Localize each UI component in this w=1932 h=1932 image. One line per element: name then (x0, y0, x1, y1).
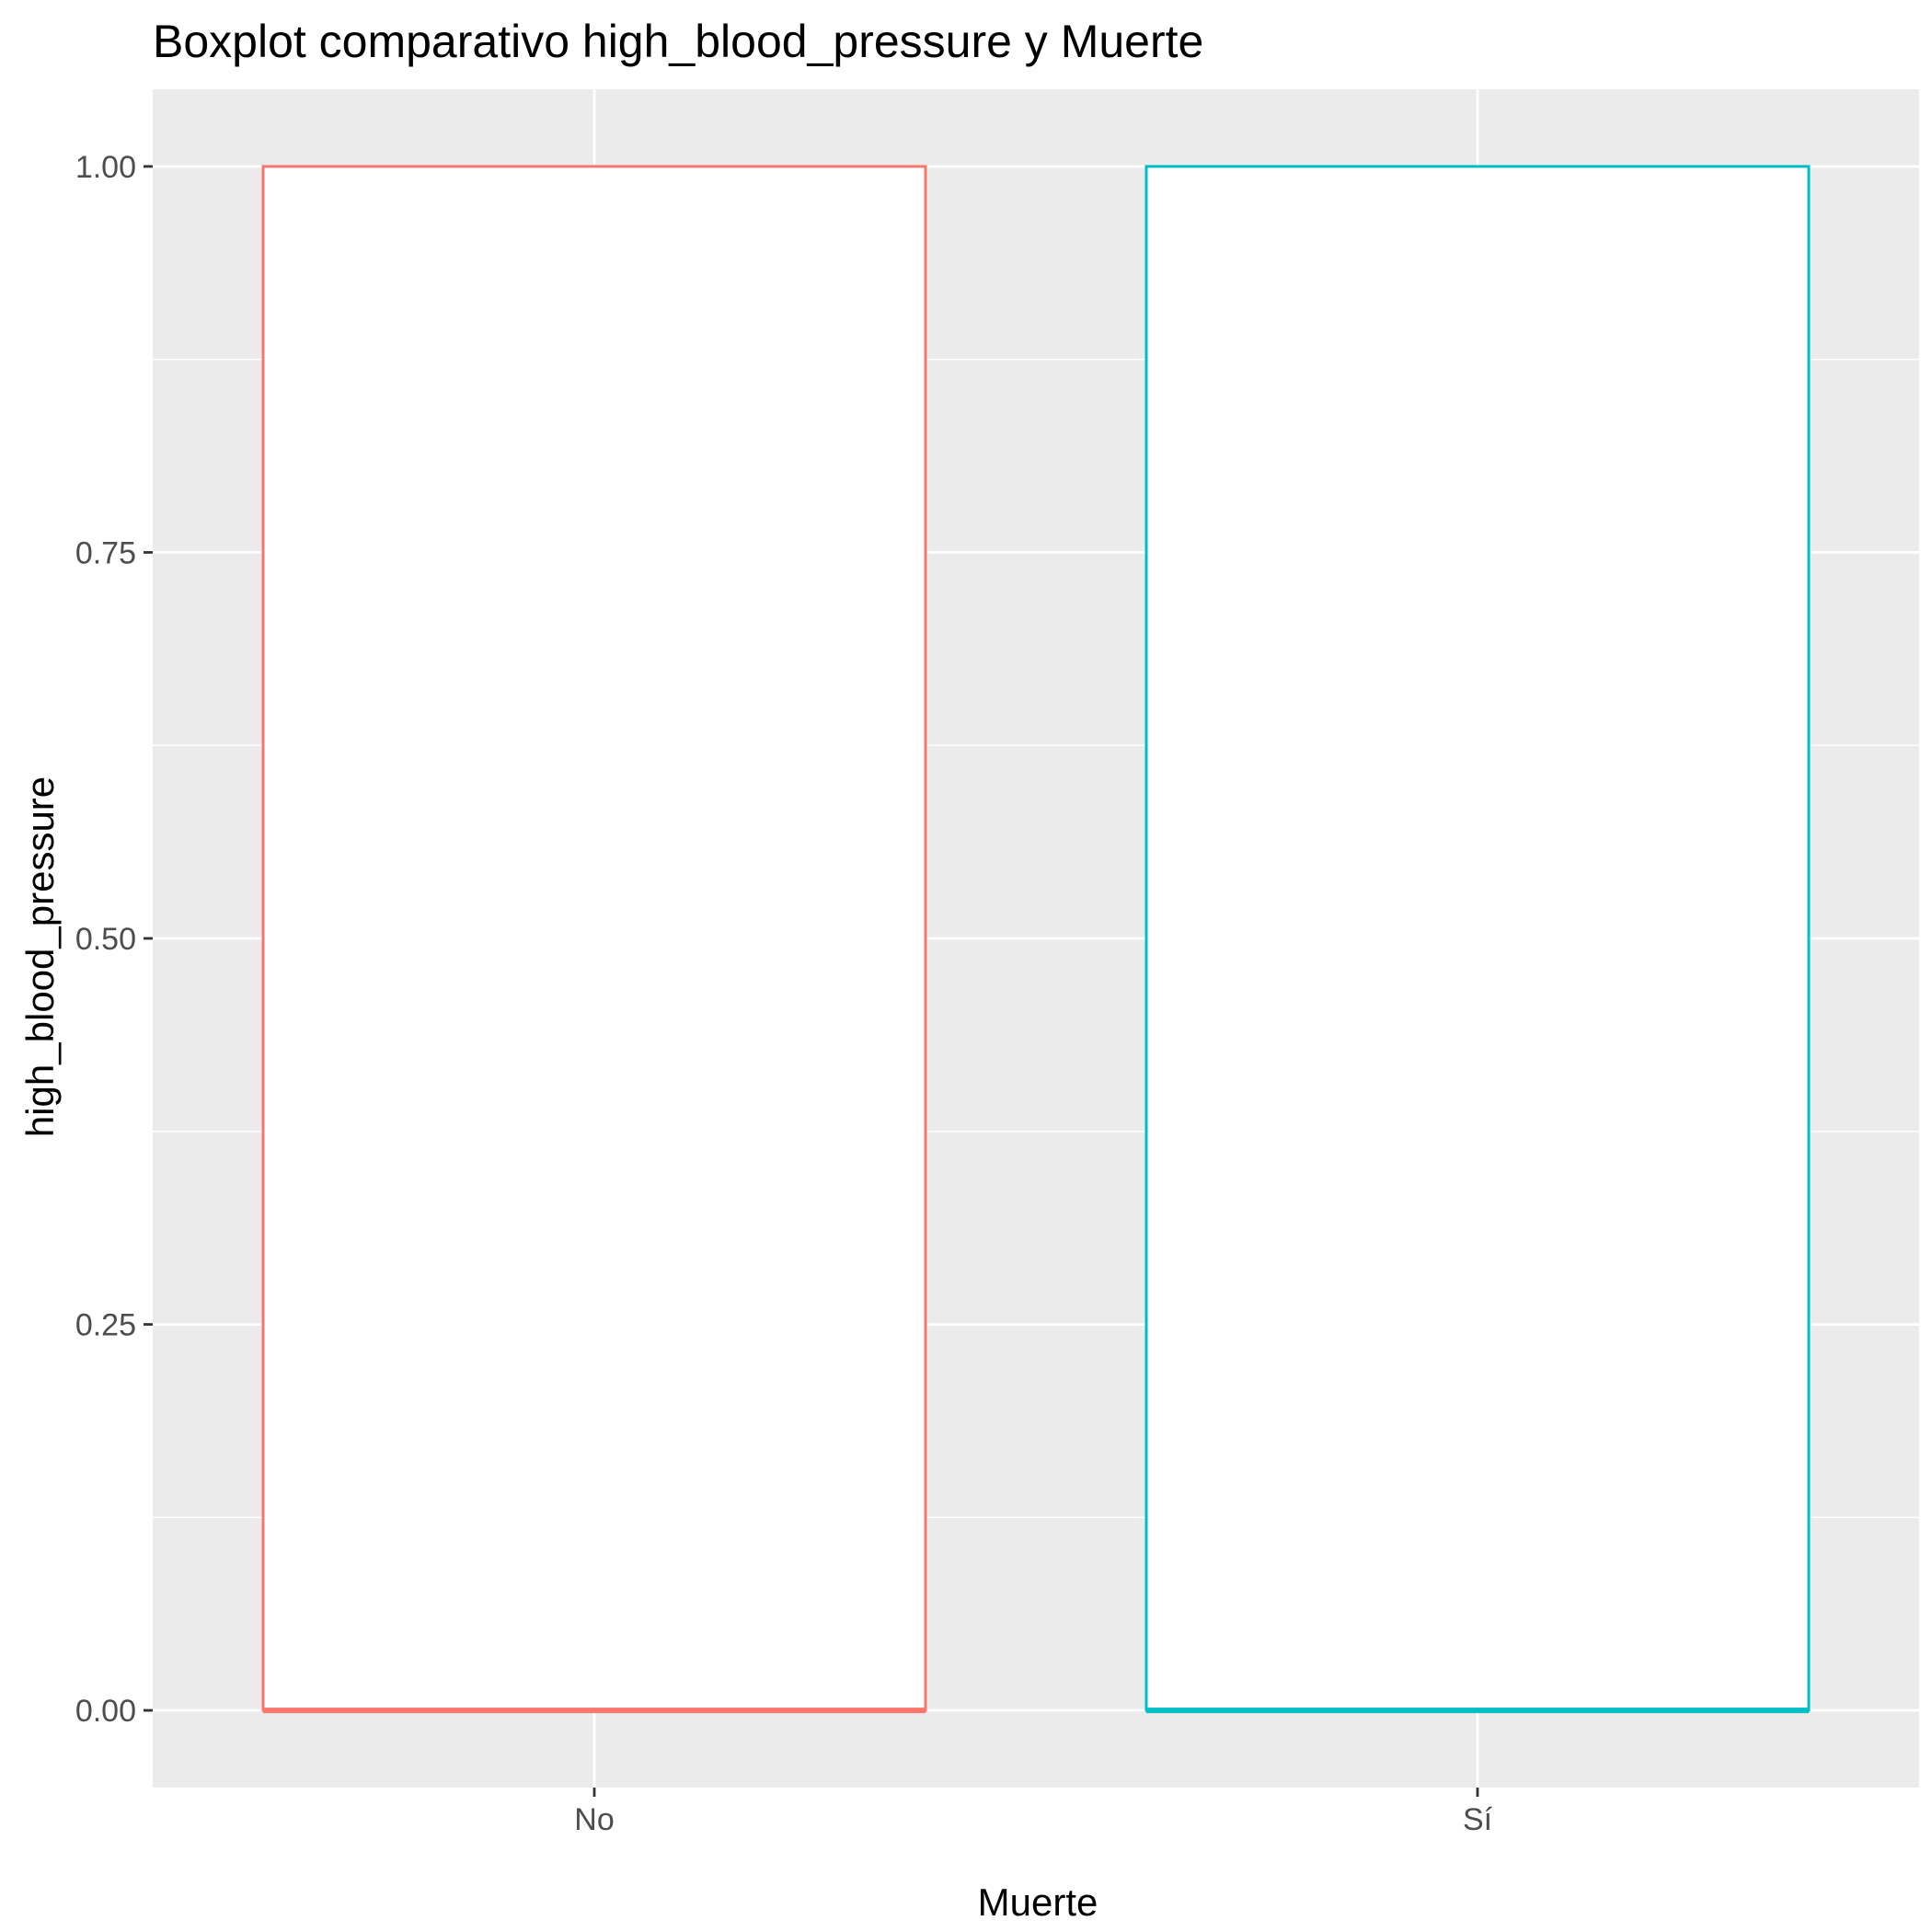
y-tick-label: 0.25 (75, 1308, 136, 1343)
y-axis: 0.00 0.25 0.50 0.75 1.00 (75, 150, 153, 1729)
box-rect (1144, 165, 1811, 1712)
box-Sí (1144, 165, 1811, 1714)
y-tick-label: 0.00 (75, 1694, 136, 1729)
box-rect (261, 165, 927, 1712)
box-No (261, 165, 927, 1714)
y-tick-label: 0.50 (75, 922, 136, 957)
boxes (261, 165, 1811, 1714)
x-tick-label: Sí (1463, 1802, 1493, 1837)
chart-title: Boxplot comparativo high_blood_pressure … (153, 16, 1203, 67)
x-axis-title: Muerte (978, 1880, 1098, 1924)
y-tick-label: 1.00 (75, 150, 136, 185)
y-axis-title: high_blood_pressure (18, 776, 62, 1137)
y-tick-label: 0.75 (75, 535, 136, 570)
x-axis: No Sí (574, 1788, 1493, 1837)
x-tick-label: No (574, 1802, 614, 1837)
